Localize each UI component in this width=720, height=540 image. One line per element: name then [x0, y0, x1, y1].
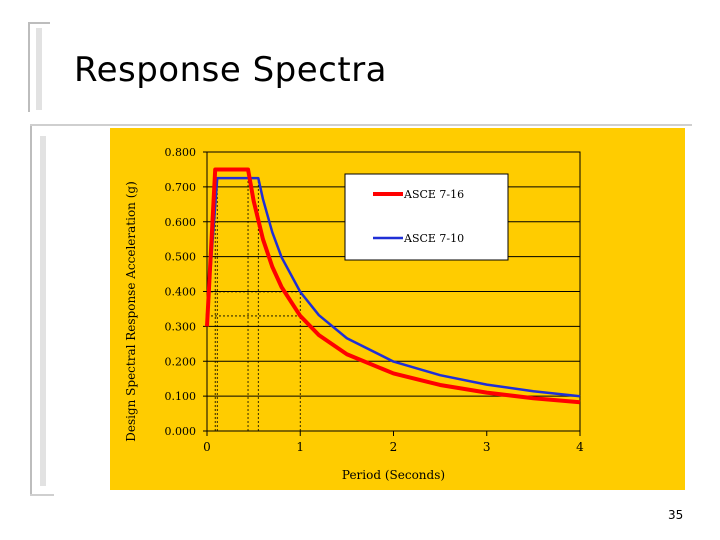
decorative-bracket-top — [28, 22, 50, 112]
legend-label: ASCE 7-10 — [403, 232, 464, 245]
x-tick-label: 3 — [483, 440, 491, 454]
y-tick-label: 0.200 — [165, 355, 197, 368]
x-axis-label: Period (Seconds) — [342, 468, 445, 482]
series-line-asce-7-10 — [205, 176, 581, 398]
y-axis-label: Design Spectral Response Acceleration (g… — [124, 181, 138, 442]
series-line-asce-7-16 — [205, 167, 581, 405]
chart-panel: 0.000 0.100 0.200 0.300 0.400 0.500 0.600 0.700… — [110, 128, 685, 490]
y-tick-label: 0.500 — [165, 251, 197, 264]
y-tick-label: 0.800 — [165, 146, 197, 159]
legend-box — [344, 173, 509, 261]
decorative-divider — [30, 124, 692, 126]
x-tick-label: 0 — [203, 440, 211, 454]
y-tick-label: 0.300 — [165, 320, 197, 333]
decorative-bar-top — [36, 28, 50, 110]
legend-label: ASCE 7-16 — [403, 188, 464, 201]
y-tick-label: 0.700 — [165, 181, 197, 194]
response-spectra-chart: 0.000 0.100 0.200 0.300 0.400 0.500 0.600 0.700… — [124, 146, 584, 482]
decorative-bracket-foot — [30, 494, 54, 496]
x-tick-label: 1 — [296, 440, 304, 454]
slide-title: Response Spectra — [74, 50, 388, 90]
y-tick-label: 0.600 — [165, 216, 197, 229]
x-tick-label: 2 — [390, 440, 398, 454]
y-tick-label: 0.400 — [165, 286, 197, 299]
y-tick-label: 0.000 — [165, 425, 197, 438]
y-tick-label: 0.100 — [165, 390, 197, 403]
x-tick-label: 4 — [576, 440, 584, 454]
decorative-bracket-lower — [30, 126, 54, 496]
decorative-bar-lower — [40, 136, 54, 486]
page-number: 35 — [668, 508, 684, 522]
